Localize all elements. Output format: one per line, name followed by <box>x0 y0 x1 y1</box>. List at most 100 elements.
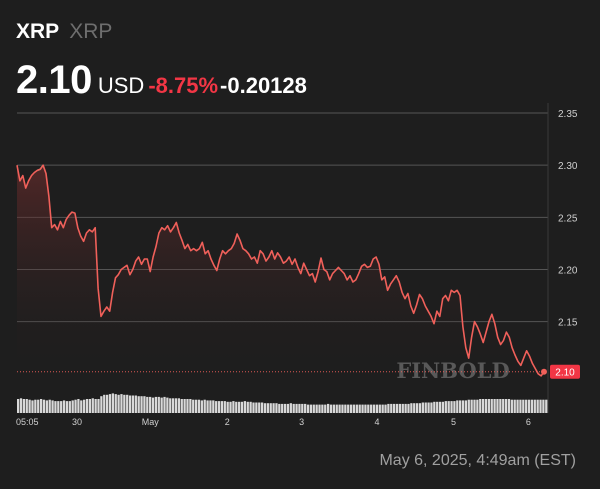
volume-bar <box>255 402 258 413</box>
volume-bar <box>226 401 229 413</box>
volume-bar <box>249 401 252 413</box>
volume-bar <box>263 403 267 413</box>
volume-bar <box>355 404 358 413</box>
volume-bar <box>100 396 103 413</box>
volume-bar <box>192 399 195 413</box>
volume-bar <box>17 399 20 413</box>
volume-bar <box>513 399 516 413</box>
volume-bar <box>45 400 48 413</box>
price-line <box>16 164 545 377</box>
volume-bar <box>85 399 89 413</box>
x-tick-label: 2 <box>225 417 230 427</box>
volume-bar <box>146 396 149 413</box>
volume-bar <box>519 399 522 413</box>
price-row: 2.10 USD -8.75% -0.20128 <box>16 58 307 103</box>
y-tick-label: 2.35 <box>558 109 578 120</box>
volume-bar <box>114 394 117 413</box>
volume-bar <box>525 399 528 413</box>
volume-bar <box>295 403 298 413</box>
volume-bar <box>338 404 341 413</box>
symbol-label: XRP <box>16 20 60 43</box>
price-end-dot <box>541 368 547 375</box>
volume-bar <box>28 399 31 413</box>
volume-bar <box>424 402 427 413</box>
volume-bar <box>31 400 34 413</box>
volume-bar <box>493 399 496 413</box>
volume-bar <box>194 399 198 413</box>
volume-bar <box>384 404 387 413</box>
volume-bar <box>197 399 201 413</box>
volume-bar <box>407 403 410 413</box>
volume-bar <box>436 401 439 413</box>
volume-bar <box>421 402 424 413</box>
volume-bar <box>246 401 249 413</box>
volume-bar <box>62 400 66 413</box>
volume-bar <box>160 397 163 413</box>
volume-bar <box>117 394 120 413</box>
volume-bar <box>91 398 94 413</box>
volume-bar <box>83 399 86 413</box>
volume-bar <box>441 401 445 413</box>
volume-bar <box>120 394 123 413</box>
volume-bar <box>60 401 63 413</box>
volume-bar <box>324 404 327 413</box>
volume-bar <box>77 399 80 413</box>
volume-bar <box>260 402 264 413</box>
volume-bar <box>358 404 361 413</box>
volume-bar <box>232 401 235 413</box>
volume-bar <box>347 404 350 413</box>
volume-bar <box>229 401 232 413</box>
volume-bar <box>134 395 137 413</box>
volume-bar <box>163 396 166 413</box>
volume-bar <box>203 399 206 413</box>
volume-bar <box>180 399 183 413</box>
volume-bar <box>364 404 367 413</box>
volume-bar <box>301 403 304 413</box>
y-tick-label: 2.15 <box>558 318 578 329</box>
volume-bar <box>367 404 370 413</box>
volume-bar <box>318 404 321 413</box>
volume-bar <box>467 399 470 413</box>
volume-bar <box>298 403 301 413</box>
volume-bar <box>507 399 511 413</box>
volume-bar <box>430 402 433 413</box>
volume-bar <box>450 401 453 413</box>
y-tick-label: 2.20 <box>558 265 578 276</box>
volume-bar <box>149 396 152 413</box>
volume-bar <box>169 398 172 413</box>
x-tick-label: 4 <box>375 417 380 427</box>
volume-bar <box>433 401 436 413</box>
volume-bar <box>34 399 37 413</box>
volume-bar <box>395 403 399 413</box>
volume-bar <box>126 394 129 413</box>
volume-bar <box>209 400 212 413</box>
current-value-tag <box>550 364 580 379</box>
volume-bar <box>375 404 379 413</box>
volume-bar <box>189 399 192 413</box>
volume-bar <box>479 399 482 413</box>
volume-bar <box>68 401 71 413</box>
volume-bar <box>527 399 531 413</box>
volume-bar <box>108 394 112 413</box>
volume-bar <box>215 401 218 413</box>
volume-bar <box>370 404 373 413</box>
volume-bar <box>94 399 97 413</box>
volume-bar <box>461 400 465 413</box>
volume-bar <box>243 401 247 413</box>
volume-bar <box>476 399 479 413</box>
volume-bar <box>137 396 140 413</box>
volume-bar <box>25 399 28 413</box>
volume-bar <box>200 400 203 413</box>
volume-bar <box>372 404 376 413</box>
volume-bar <box>444 401 447 413</box>
volume-bar <box>530 399 534 413</box>
volume-bar <box>456 400 459 413</box>
volume-bar <box>329 404 333 413</box>
volume-bar <box>97 399 100 413</box>
ticker-header: XRP XRP <box>16 20 112 44</box>
x-tick-label: 05:05 <box>16 417 39 427</box>
y-tick-label: 2.25 <box>558 213 578 224</box>
volume-bar <box>206 400 209 413</box>
volume-bar <box>481 399 485 413</box>
volume-bar <box>186 399 189 413</box>
